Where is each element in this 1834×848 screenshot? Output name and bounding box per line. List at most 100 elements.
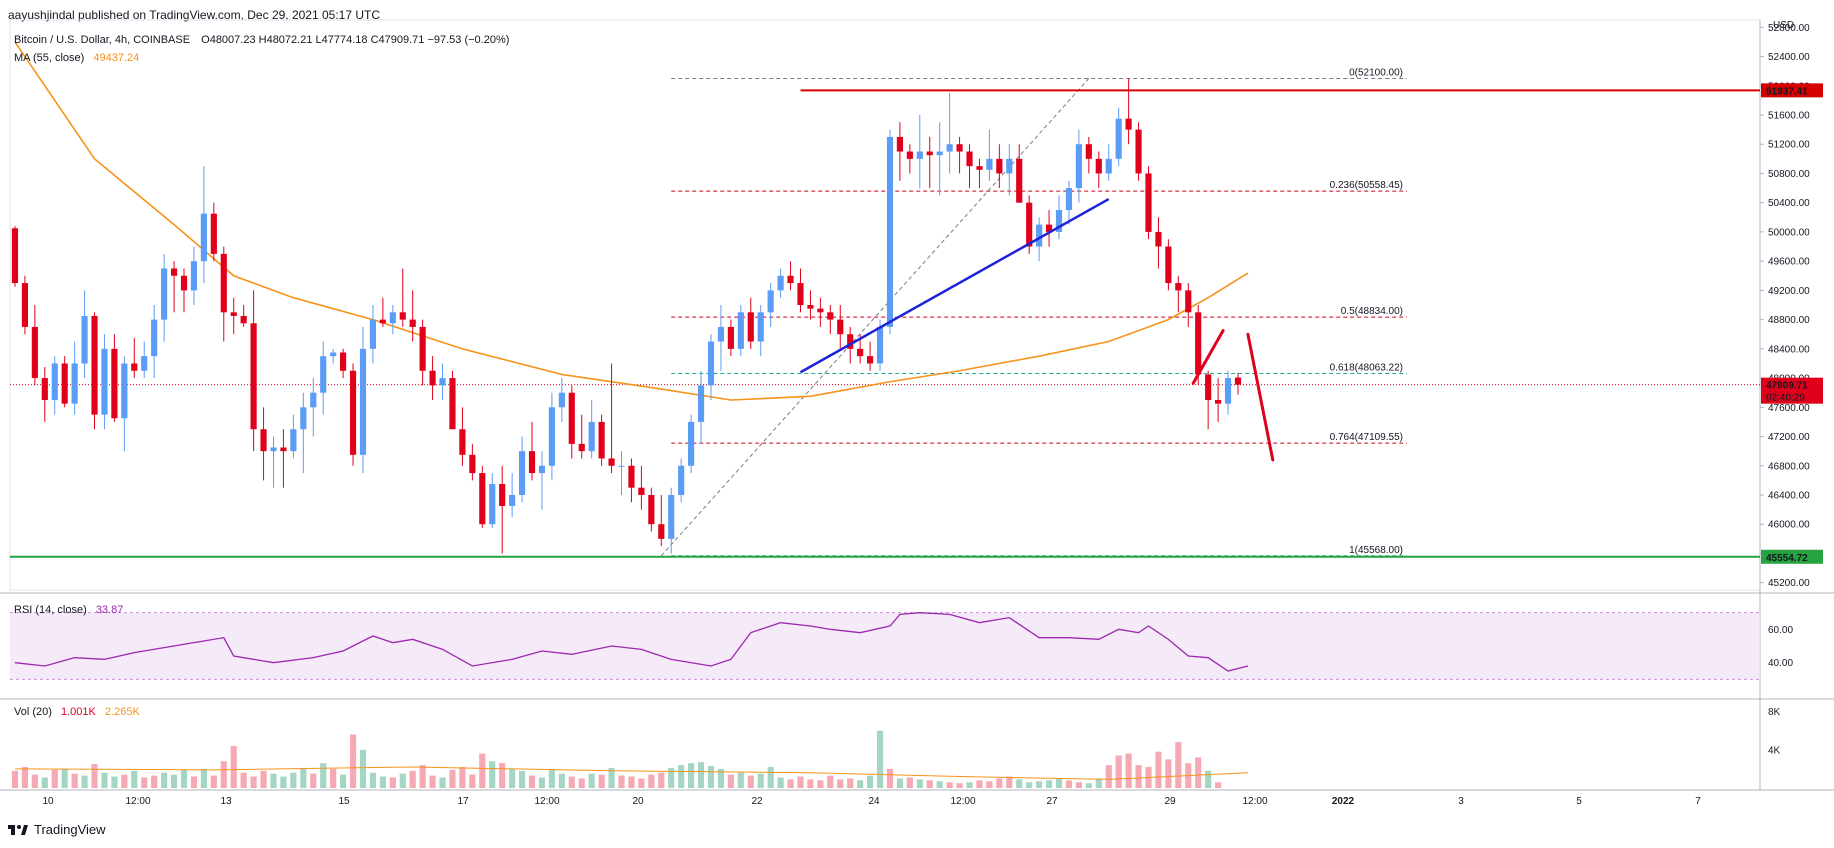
candle-body	[161, 268, 168, 320]
volume-bar	[548, 768, 555, 788]
fib-level-label: 0.618(48063.22)	[1330, 362, 1403, 373]
volume-bar	[509, 768, 516, 788]
candle-body	[1155, 231, 1162, 247]
candle-body	[439, 378, 446, 386]
symbol-legend: Bitcoin / U.S. Dollar, 4h, COINBASE O480…	[14, 34, 509, 46]
volume-bar	[51, 769, 58, 788]
time-tick-label: 12:00	[125, 796, 150, 807]
volume-legend: Vol (20) 1.001K 2.265K	[14, 706, 140, 718]
candle-body	[658, 524, 665, 539]
volume-bar	[558, 773, 565, 788]
volume-bar	[847, 778, 854, 788]
time-tick-label: 15	[338, 796, 350, 807]
price-tick-label: 46400.00	[1768, 491, 1810, 502]
candle-body	[11, 228, 19, 284]
candle-body	[369, 319, 377, 349]
resistance-badge-bg	[1761, 83, 1823, 98]
candle-body	[349, 370, 357, 455]
candle-body	[1036, 224, 1043, 247]
volume-label: Vol (20)	[14, 706, 52, 718]
volume-bar	[1155, 751, 1162, 788]
volume-bar	[996, 778, 1003, 788]
time-tick-label: 5	[1576, 796, 1582, 807]
candle-body	[757, 312, 764, 342]
candle-body	[528, 451, 536, 474]
candle-body	[71, 363, 78, 404]
volume-ma-line	[14, 766, 1248, 780]
volume-bar	[717, 768, 725, 788]
candle-body	[1215, 400, 1222, 404]
candle-body	[956, 144, 963, 152]
tradingview-brand: TradingView	[34, 822, 106, 837]
volume-bar	[926, 780, 933, 788]
volume-bar	[1006, 776, 1013, 788]
candle-body	[190, 261, 198, 291]
candle-body	[1085, 144, 1092, 159]
publisher-caption: aayushjindal published on TradingView.co…	[8, 8, 381, 22]
volume-bar	[389, 777, 396, 788]
candle-body	[41, 378, 48, 400]
candle-body	[1045, 224, 1053, 232]
volume-bar	[588, 773, 595, 788]
time-tick-label: 10	[42, 796, 54, 807]
rsi-band	[10, 612, 1760, 680]
candle-body	[707, 341, 715, 386]
symbol-name: Bitcoin / U.S. Dollar, 4h, COINBASE	[14, 34, 191, 46]
projection-down-stroke	[1246, 332, 1275, 462]
ma-legend: MA (55, close) 49437.24	[14, 52, 139, 64]
candle-body	[936, 151, 943, 156]
price-tick-label: 50400.00	[1768, 198, 1810, 209]
price-tick-label: 50000.00	[1768, 227, 1810, 238]
candle-body	[429, 370, 436, 386]
volume-bar	[1095, 778, 1102, 788]
candle-body	[379, 319, 386, 324]
fib-trend-line	[660, 78, 1090, 557]
volume-bar	[419, 765, 426, 788]
candle-body	[340, 352, 347, 371]
candle-body	[876, 326, 884, 364]
candle-body	[697, 385, 705, 422]
candle-body	[121, 363, 128, 419]
candle-body	[608, 458, 615, 466]
price-tick-label: 46800.00	[1768, 461, 1810, 472]
volume-bar	[648, 774, 655, 788]
candle-body	[886, 136, 894, 327]
candle-body	[270, 447, 277, 452]
volume-bar	[359, 749, 367, 788]
fib-level-label: 0(52100.00)	[1349, 67, 1403, 78]
tradingview-footer[interactable]: TradingView	[8, 822, 106, 837]
volume-bar	[141, 777, 148, 788]
candle-body	[459, 429, 466, 455]
volume-bar	[91, 764, 98, 788]
tradingview-logo-icon	[8, 824, 28, 835]
volume-bar	[330, 768, 337, 788]
candle-body	[131, 363, 138, 371]
resistance-badge: 51937.41	[1766, 86, 1808, 97]
candle-body	[1006, 158, 1013, 174]
price-tick-label: 51200.00	[1768, 140, 1810, 151]
volume-bar	[1205, 770, 1212, 788]
time-tick-label: 12:00	[1242, 796, 1267, 807]
candle-body	[996, 158, 1003, 174]
candle-body	[1016, 158, 1023, 203]
candle-body	[1065, 188, 1073, 210]
volume-bar	[1215, 782, 1222, 788]
candle-body	[61, 363, 68, 404]
volume-bar	[300, 767, 307, 788]
price-tick-label: 47600.00	[1768, 403, 1810, 414]
candle-body	[419, 326, 426, 371]
candle-body	[310, 392, 317, 408]
candle-body	[151, 319, 158, 357]
currency-label: USD	[1773, 20, 1795, 31]
volume-value-2: 2.265K	[104, 706, 140, 718]
volume-bar	[280, 776, 287, 788]
volume-bar	[608, 767, 615, 788]
volume-bar	[876, 730, 884, 788]
projection-up-stroke	[1191, 329, 1225, 385]
volume-bar	[1065, 780, 1073, 788]
current-price-badge-bg	[1761, 377, 1823, 404]
volume-bar	[499, 763, 506, 788]
candle-body	[230, 312, 237, 316]
candle-body	[320, 356, 327, 393]
